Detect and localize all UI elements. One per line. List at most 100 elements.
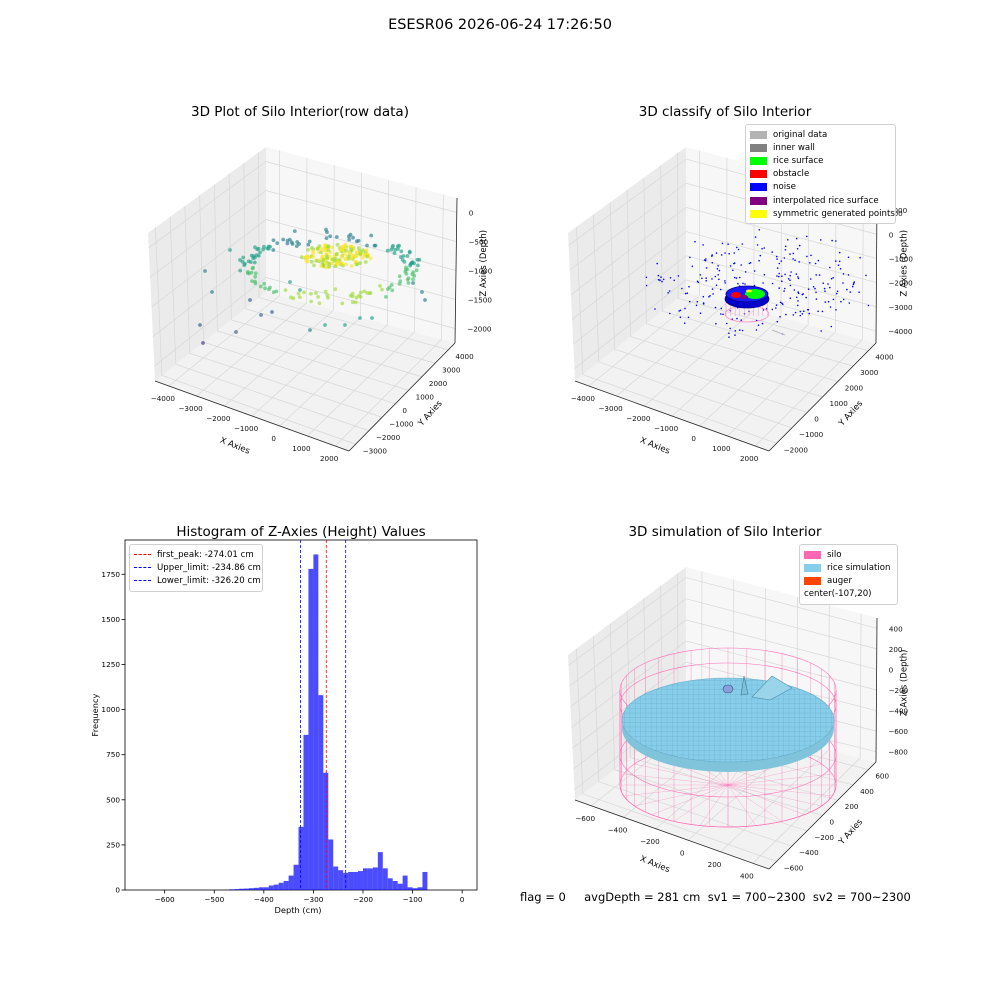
raw-data-point	[358, 252, 363, 256]
raw-data-point	[395, 244, 400, 249]
classify-z-axis-label: Z Axies (Depth)	[900, 230, 910, 297]
classify-noise-point	[787, 278, 790, 280]
sim-scene	[619, 647, 837, 828]
classify-noise-point	[741, 329, 744, 332]
raw-data-point	[309, 260, 314, 264]
classify-noise-point	[679, 316, 682, 319]
histogram-bar	[234, 889, 240, 890]
sim-y-tick-label: −600	[784, 863, 804, 872]
classify-noise-point	[783, 257, 786, 259]
raw-data-point	[420, 290, 424, 294]
classify-noise-point	[669, 312, 671, 315]
raw-data-point	[262, 281, 267, 286]
classify-legend-item: rice surface	[750, 154, 891, 167]
status-footer: flag = 0 avgDepth = 281 cm sv1 = 700~230…	[520, 890, 911, 904]
raw-data-point	[268, 244, 272, 249]
classify-noise-point	[716, 268, 719, 270]
classify-noise-point	[794, 259, 796, 262]
raw-data-point	[411, 270, 416, 275]
classify-noise-point	[763, 247, 765, 249]
raw-data-point	[295, 240, 300, 244]
classify-noise-point	[805, 296, 807, 299]
classify-noise-point	[783, 290, 785, 292]
histogram-bar	[243, 888, 249, 890]
raw-data-point	[354, 295, 359, 300]
classify-noise-point	[684, 292, 687, 295]
raw-data-point	[365, 254, 370, 259]
classify-noise-point	[778, 262, 781, 265]
classify-noise-point	[724, 252, 726, 254]
raw-data-point	[248, 298, 252, 302]
raw-y-tick-label: 2000	[429, 379, 448, 388]
raw-data-point	[338, 247, 343, 251]
legend-swatch	[750, 130, 767, 139]
legend-label: noise	[773, 182, 796, 193]
classify-noise-point	[711, 278, 713, 280]
raw-data-point	[210, 290, 214, 294]
legend-line-swatch	[134, 580, 151, 582]
classify-noise-point	[759, 254, 762, 257]
raw-z-tick-label: 0	[469, 209, 474, 218]
simulation-legend-item: silo	[804, 548, 893, 561]
silo-wire-line	[634, 763, 729, 786]
raw-x-tick-label: 0	[271, 434, 276, 443]
histogram-bar	[387, 878, 393, 890]
classify-noise-point	[761, 322, 764, 325]
sim-z-tick-label: 0	[889, 665, 894, 674]
sim-x-tick-label: 200	[708, 860, 722, 869]
silo-wire-line	[623, 784, 729, 797]
classify-noise-point	[715, 284, 718, 287]
raw-data-point	[247, 271, 252, 276]
classify-noise-point	[809, 262, 811, 264]
raw-data-point	[285, 241, 290, 246]
classify-noise-point	[654, 308, 656, 310]
classify-noise-point	[836, 290, 839, 293]
sim-z-axis-line	[875, 617, 878, 763]
classify-noise-point	[728, 336, 730, 339]
classify-noise-point	[808, 312, 810, 315]
classify-noise-point	[662, 278, 665, 281]
sim-x-tick-label: −400	[608, 825, 628, 834]
raw-data-point	[253, 281, 258, 286]
classify-noise-point	[822, 282, 824, 285]
histogram-bar	[308, 568, 314, 890]
classify-noise-point	[810, 254, 812, 257]
raw-data-point	[360, 255, 365, 260]
classify-noise-point	[771, 282, 774, 285]
classify-noise-point	[734, 330, 737, 332]
classify-noise-point	[776, 267, 779, 269]
classify-y-tick-label: 2000	[845, 384, 864, 393]
classify-noise-point	[817, 310, 819, 313]
raw-data-point	[309, 246, 314, 250]
classify-noise-point	[797, 276, 799, 278]
raw-data-point	[335, 242, 340, 247]
classify-noise-point	[702, 302, 705, 304]
classify-noise-point	[684, 307, 686, 310]
histogram-bar	[318, 695, 324, 890]
raw-data-point	[353, 300, 358, 305]
raw-data-point	[365, 291, 370, 295]
classify-noise-point	[705, 258, 707, 260]
legend-line-swatch	[134, 567, 151, 569]
classify-noise-point	[827, 300, 830, 303]
sim-x-tick-label: −200	[640, 837, 660, 846]
classify-noise-point	[817, 259, 820, 262]
sim-y-axis-line	[768, 761, 877, 870]
silo-wire-line	[727, 784, 805, 815]
classify-inner-wall	[771, 329, 786, 336]
classify-noise-point	[798, 261, 800, 263]
simulation-legend: silo rice simulation auger center(-107,20)	[799, 544, 898, 605]
raw-data-point	[326, 295, 330, 300]
silo-wire-line	[727, 763, 822, 786]
silo-wire-line	[727, 784, 833, 797]
classify-noise-point	[792, 252, 795, 255]
raw-3d-axes: −4000−3000−2000−1000010002000−3000−2000−…	[148, 147, 493, 463]
histogram-bar	[397, 883, 403, 890]
classify-legend-item: noise	[750, 181, 891, 194]
raw-z-tick-label: −2000	[467, 325, 492, 334]
classify-noise-point	[840, 300, 842, 303]
classify-noise-point	[757, 324, 760, 327]
raw-data-point	[270, 310, 274, 314]
classify-noise-point	[782, 303, 784, 306]
classify-noise-point	[793, 289, 796, 291]
